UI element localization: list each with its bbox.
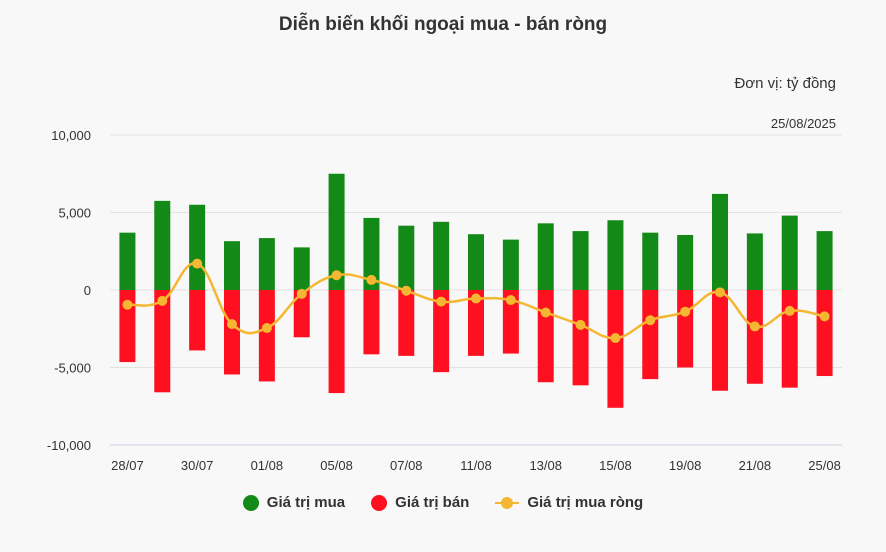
bar-sell	[293, 290, 310, 338]
bar-sell	[537, 290, 554, 383]
legend-item-buy[interactable]: Giá trị mua	[242, 494, 346, 511]
net-point	[261, 322, 272, 333]
legend: Giá trị mua Giá trị bán Giá trị mua ròng	[0, 494, 886, 511]
net-point	[192, 258, 203, 269]
chart-title: Diễn biến khối ngoại mua - bán ròng	[278, 14, 608, 35]
bar-buy	[363, 217, 380, 290]
bar-sell	[781, 290, 798, 388]
net-point	[296, 288, 307, 299]
net-point	[819, 311, 830, 322]
bar-sell	[607, 290, 624, 408]
legend-label-net: Giá trị mua ròng	[527, 494, 644, 511]
bar-sell	[224, 290, 240, 375]
bar-sell	[154, 290, 171, 393]
bar-buy	[572, 231, 589, 290]
net-point	[227, 319, 237, 330]
x-tick-label: 21/08	[739, 458, 772, 473]
bar-buy	[746, 233, 763, 290]
bar-buy	[293, 247, 310, 290]
legend-swatch-sell	[371, 494, 388, 511]
x-axis: 28/07 30/07 01/08 05/08 07/08 11/08 13/08 15/08…	[111, 458, 841, 473]
bar-sell	[677, 290, 694, 368]
bar-buy	[642, 232, 659, 290]
bar-sell	[816, 290, 833, 377]
x-tick-label: 07/08	[390, 458, 423, 473]
bar-sell	[746, 290, 763, 384]
y-tick-label: -5,000	[54, 361, 91, 376]
legend-item-net[interactable]: Giá trị mua ròng	[495, 494, 643, 511]
bar-sell	[363, 290, 380, 355]
y-tick-label: -10,000	[47, 438, 91, 453]
bar-sell	[398, 290, 415, 356]
bar-sell	[642, 290, 659, 380]
bar-sell	[328, 290, 345, 394]
bar-buy	[677, 234, 694, 290]
net-point	[575, 319, 586, 330]
bar-buy	[781, 215, 798, 290]
net-point	[680, 306, 691, 317]
bar-buy	[398, 225, 415, 290]
bar-buy	[712, 193, 728, 290]
net-point	[436, 296, 447, 307]
bar-buy	[433, 221, 450, 290]
bar-buy	[607, 220, 624, 290]
unit-label: Đơn vị: tỷ đồng	[734, 75, 836, 92]
bar-sell	[258, 290, 275, 382]
legend-swatch-net	[495, 495, 520, 511]
net-point	[645, 315, 656, 326]
bars	[119, 173, 833, 408]
date-label: 25/08/2025	[770, 116, 836, 131]
y-tick-label: 10,000	[51, 128, 91, 143]
net-point	[471, 293, 481, 304]
bar-buy	[328, 173, 345, 290]
net-point	[157, 295, 168, 306]
net-point	[331, 270, 342, 281]
net-point	[122, 299, 133, 310]
net-point	[610, 333, 621, 344]
bar-buy	[537, 223, 554, 290]
net-point	[505, 295, 516, 306]
bar-sell	[119, 290, 136, 363]
bar-buy	[502, 239, 519, 290]
bar-sell	[712, 290, 728, 391]
bar-sell	[468, 290, 484, 356]
bar-buy	[119, 232, 136, 290]
net-point	[401, 285, 412, 296]
x-tick-label: 19/08	[669, 458, 702, 473]
bar-sell	[502, 290, 519, 354]
x-tick-label: 15/08	[599, 458, 632, 473]
bar-buy	[468, 234, 484, 290]
y-axis: 10,000 5,000 0 -5,000 -10,000	[47, 128, 91, 453]
net-point	[749, 321, 760, 332]
bar-buy	[816, 231, 833, 290]
net-point	[715, 287, 725, 298]
legend-label-sell: Giá trị bán	[395, 494, 470, 511]
net-line	[122, 258, 830, 344]
x-tick-label: 01/08	[251, 458, 284, 473]
x-tick-label: 13/08	[529, 458, 562, 473]
bar-sell	[189, 290, 206, 351]
bar-sell	[572, 290, 589, 386]
x-tick-label: 28/07	[111, 458, 144, 473]
x-tick-label: 25/08	[808, 458, 841, 473]
legend-swatch-buy	[242, 494, 259, 511]
y-tick-label: 5,000	[58, 206, 91, 221]
x-tick-label: 11/08	[460, 458, 492, 473]
x-tick-label: 30/07	[181, 458, 214, 473]
legend-label-buy: Giá trị mua	[266, 494, 346, 511]
net-point	[784, 305, 795, 316]
net-point	[366, 274, 377, 285]
legend-item-sell[interactable]: Giá trị bán	[371, 494, 469, 511]
bar-buy	[224, 241, 240, 290]
bar-buy	[154, 200, 171, 290]
bar-buy	[258, 238, 275, 290]
y-tick-label: 0	[84, 283, 91, 298]
x-tick-label: 05/08	[320, 458, 353, 473]
bar-buy	[189, 204, 206, 290]
bar-sell	[433, 290, 450, 373]
net-point	[540, 307, 551, 318]
